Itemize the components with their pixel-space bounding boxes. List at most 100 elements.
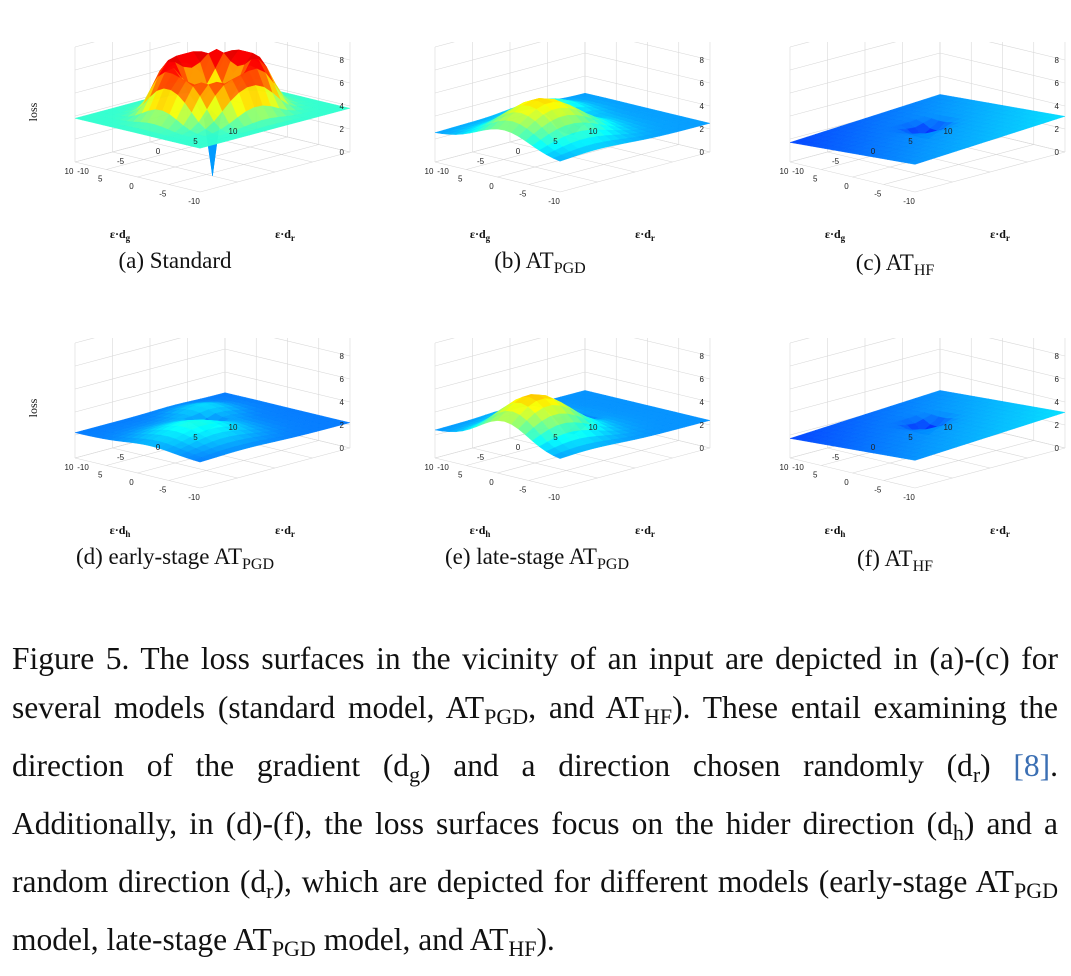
loss-surface bbox=[74, 48, 351, 176]
z-tick-label: 2 bbox=[700, 421, 705, 430]
x-tick-label: 5 bbox=[98, 471, 103, 480]
x-axis-label: ε·dh bbox=[470, 523, 491, 539]
surface-patch bbox=[907, 456, 924, 461]
x-tick-label: -10 bbox=[188, 197, 200, 206]
loss-surface bbox=[74, 392, 351, 463]
x-tick-label: 0 bbox=[129, 478, 134, 487]
z-tick-label: 2 bbox=[1055, 125, 1060, 134]
x-tick-label: 0 bbox=[844, 478, 849, 487]
x-tick-label: 0 bbox=[489, 478, 494, 487]
z-tick-label: 0 bbox=[700, 444, 705, 453]
x-tick-label: 10 bbox=[425, 167, 434, 176]
x-tick-label: 5 bbox=[98, 175, 103, 184]
citation-link[interactable]: [8] bbox=[1013, 748, 1051, 783]
x-tick-label: -10 bbox=[548, 493, 560, 502]
x-tick-label: -10 bbox=[188, 493, 200, 502]
y-axis-label: ε·dr bbox=[275, 523, 295, 539]
surface-patch bbox=[192, 457, 209, 463]
y-tick-label: -5 bbox=[117, 157, 125, 166]
z-tick-label: 8 bbox=[1055, 352, 1060, 361]
z-axis-label: loss bbox=[26, 398, 40, 417]
z-tick-label: 6 bbox=[1055, 79, 1060, 88]
loss-surface bbox=[434, 92, 711, 162]
figure-caption: Figure 5. The loss surfaces in the vicin… bbox=[12, 641, 1059, 961]
x-tick-label: -5 bbox=[159, 486, 167, 495]
surface-patch bbox=[552, 452, 569, 459]
panel-caption-a: (a) Standard bbox=[118, 248, 232, 273]
y-tick-label: -5 bbox=[477, 453, 485, 462]
panel-caption-b: (b) ATPGD bbox=[494, 248, 586, 277]
x-tick-label: -5 bbox=[874, 486, 882, 495]
y-tick-label: 0 bbox=[871, 443, 876, 452]
z-tick-label: 8 bbox=[340, 56, 345, 65]
x-tick-label: 0 bbox=[844, 182, 849, 191]
y-tick-label: -10 bbox=[792, 463, 804, 472]
y-tick-label: 10 bbox=[229, 127, 238, 136]
x-tick-label: 0 bbox=[129, 182, 134, 191]
y-tick-label: -5 bbox=[477, 157, 485, 166]
x-axis-label: ε·dh bbox=[110, 523, 131, 539]
x-tick-label: -10 bbox=[548, 197, 560, 206]
z-tick-label: 4 bbox=[340, 102, 345, 111]
y-tick-label: 5 bbox=[553, 137, 558, 146]
z-tick-label: 0 bbox=[1055, 148, 1060, 157]
x-tick-label: 0 bbox=[489, 182, 494, 191]
x-tick-label: -10 bbox=[903, 493, 915, 502]
z-tick-label: 4 bbox=[1055, 398, 1060, 407]
panel-caption-f: (f) ATHF bbox=[856, 546, 934, 575]
z-axis-label: loss bbox=[26, 102, 40, 121]
z-tick-label: 4 bbox=[340, 398, 345, 407]
z-tick-label: 2 bbox=[1055, 421, 1060, 430]
x-tick-label: -5 bbox=[874, 190, 882, 199]
y-tick-label: 10 bbox=[944, 127, 953, 136]
x-tick-label: 10 bbox=[780, 463, 789, 472]
panel-caption-c: (c) ATHF bbox=[855, 250, 935, 279]
x-axis-label: ε·dg bbox=[110, 227, 131, 243]
surface-patch bbox=[907, 160, 924, 165]
surface-patch bbox=[193, 144, 209, 149]
y-tick-label: 0 bbox=[516, 443, 521, 452]
loss-surface bbox=[789, 94, 1066, 165]
y-tick-label: -10 bbox=[792, 167, 804, 176]
z-tick-label: 0 bbox=[340, 444, 345, 453]
z-tick-label: 8 bbox=[700, 56, 705, 65]
y-tick-label: 10 bbox=[589, 423, 598, 432]
x-axis-label: ε·dg bbox=[825, 227, 846, 243]
x-tick-label: -5 bbox=[519, 486, 527, 495]
loss-surface bbox=[789, 390, 1066, 461]
y-tick-label: 10 bbox=[944, 423, 953, 432]
y-tick-label: -10 bbox=[437, 167, 449, 176]
y-tick-label: 5 bbox=[193, 137, 198, 146]
z-tick-label: 4 bbox=[1055, 102, 1060, 111]
y-axis-label: ε·dr bbox=[275, 227, 295, 243]
z-tick-label: 8 bbox=[340, 352, 345, 361]
x-tick-label: 5 bbox=[813, 175, 818, 184]
y-tick-label: -10 bbox=[77, 463, 89, 472]
x-tick-label: -5 bbox=[159, 190, 167, 199]
loss-surface bbox=[434, 390, 711, 459]
z-tick-label: 6 bbox=[700, 79, 705, 88]
x-tick-label: 5 bbox=[813, 471, 818, 480]
x-axis-label: ε·dg bbox=[470, 227, 491, 243]
x-tick-label: -10 bbox=[903, 197, 915, 206]
z-tick-label: 2 bbox=[700, 125, 705, 134]
x-tick-label: 5 bbox=[458, 175, 463, 184]
z-tick-label: 6 bbox=[1055, 375, 1060, 384]
z-tick-label: 2 bbox=[340, 125, 345, 134]
z-tick-label: 4 bbox=[700, 398, 705, 407]
y-tick-label: 0 bbox=[156, 443, 161, 452]
z-tick-label: 8 bbox=[1055, 56, 1060, 65]
z-tick-label: 4 bbox=[700, 102, 705, 111]
y-tick-label: 5 bbox=[193, 433, 198, 442]
z-tick-label: 6 bbox=[700, 375, 705, 384]
y-tick-label: 0 bbox=[871, 147, 876, 156]
